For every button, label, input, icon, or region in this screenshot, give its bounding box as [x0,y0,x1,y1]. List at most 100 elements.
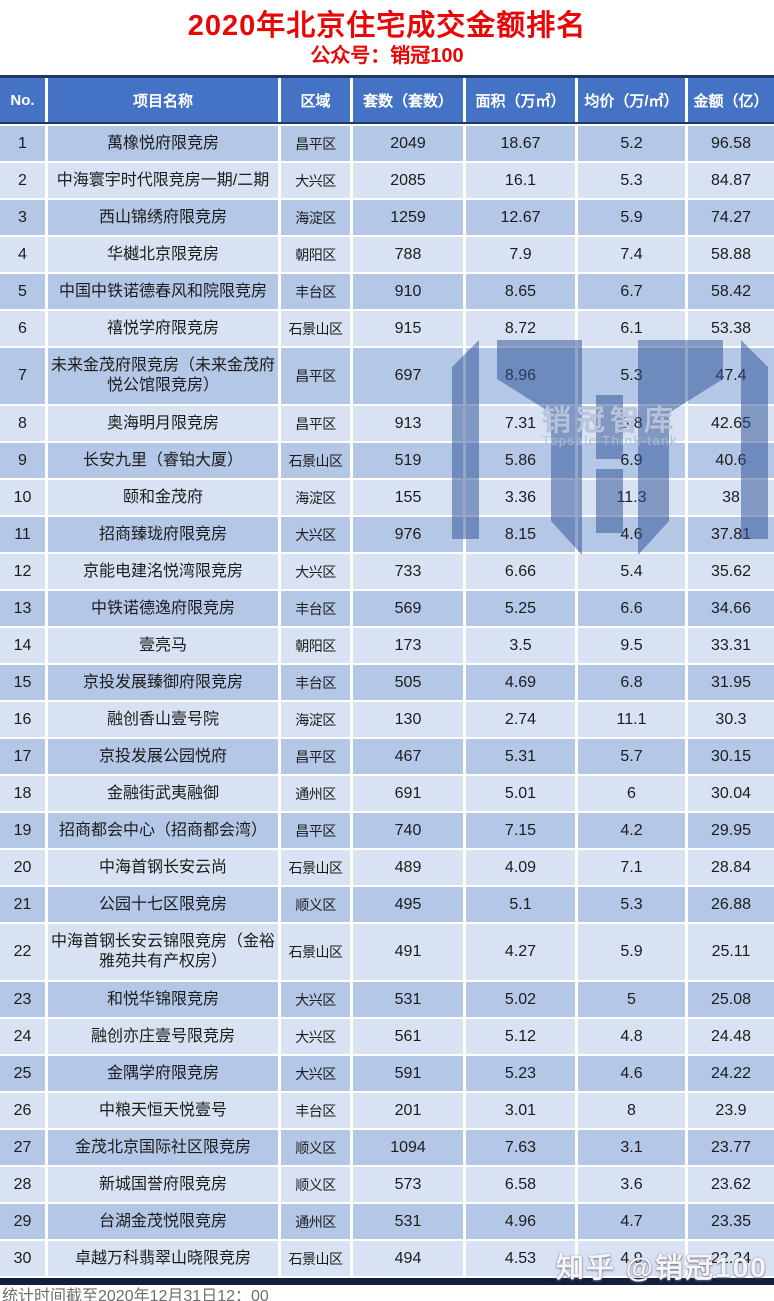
table-cell: 台湖金茂悦限竞房 [48,1204,278,1239]
table-bottom-bar [0,1278,774,1285]
table-row: 10 颐和金茂府 海淀区 155 3.36 11.3 38 [0,480,774,515]
table-cell: 5.31 [466,739,575,774]
table-cell: 6.6 [578,591,685,626]
table-cell: 9.5 [578,628,685,663]
table-cell: 7.9 [466,237,575,272]
table-cell: 915 [353,311,463,346]
table-cell: 丰台区 [281,665,350,700]
table-cell: 3.1 [578,1130,685,1165]
table-cell: 大兴区 [281,982,350,1017]
table-cell: 22 [0,924,45,980]
table-cell: 697 [353,348,463,404]
table-cell: 昌平区 [281,126,350,161]
table-row: 15 京投发展臻御府限竞房 丰台区 505 4.69 6.8 31.95 [0,665,774,700]
table-cell: 23.62 [688,1167,774,1202]
table-cell: 5.9 [578,200,685,235]
table-cell: 壹亮马 [48,628,278,663]
table-cell: 卓越万科翡翠山晓限竞房 [48,1241,278,1276]
table-cell: 4.69 [466,665,575,700]
table-cell: 24.22 [688,1056,774,1091]
table-row: 30 卓越万科翡翠山晓限竞房 石景山区 494 4.53 4.9 22.24 [0,1241,774,1276]
table-row: 16 融创香山壹号院 海淀区 130 2.74 11.1 30.3 [0,702,774,737]
table-cell: 24 [0,1019,45,1054]
table-cell: 12 [0,554,45,589]
table-cell: 14 [0,628,45,663]
table-cell: 8.96 [466,348,575,404]
table-cell: 4.8 [578,1019,685,1054]
table-cell: 昌平区 [281,739,350,774]
table-cell: 30.3 [688,702,774,737]
table-cell: 489 [353,850,463,885]
table-cell: 5.1 [466,887,575,922]
table-cell: 6.1 [578,311,685,346]
table-row: 26 中粮天恒天悦壹号 丰台区 201 3.01 8 23.9 [0,1093,774,1128]
table-cell: 4.7 [578,1204,685,1239]
table-cell: 西山锦绣府限竞房 [48,200,278,235]
table-cell: 6.58 [466,1167,575,1202]
table-cell: 26.88 [688,887,774,922]
table-cell: 569 [353,591,463,626]
table-cell: 130 [353,702,463,737]
table-cell: 石景山区 [281,1241,350,1276]
table-cell: 中海寰宇时代限竞房一期/二期 [48,163,278,198]
table-cell: 金隅学府限竞房 [48,1056,278,1091]
table-cell: 691 [353,776,463,811]
table-cell: 25.11 [688,924,774,980]
table-row: 3 西山锦绣府限竞房 海淀区 1259 12.67 5.9 74.27 [0,200,774,235]
table-cell: 5.3 [578,163,685,198]
table-cell: 金融街武夷融御 [48,776,278,811]
table-cell: 788 [353,237,463,272]
table-cell: 910 [353,274,463,309]
table-cell: 28.84 [688,850,774,885]
table-cell: 505 [353,665,463,700]
table-cell: 25.08 [688,982,774,1017]
table-cell: 24.48 [688,1019,774,1054]
table-cell: 昌平区 [281,348,350,404]
table-cell: 23.77 [688,1130,774,1165]
table-cell: 顺义区 [281,1130,350,1165]
table-cell: 976 [353,517,463,552]
table-cell: 朝阳区 [281,628,350,663]
table-cell: 3.5 [466,628,575,663]
table-row: 4 华樾北京限竞房 朝阳区 788 7.9 7.4 58.88 [0,237,774,272]
table-row: 14 壹亮马 朝阳区 173 3.5 9.5 33.31 [0,628,774,663]
table-cell: 大兴区 [281,554,350,589]
table-cell: 招商都会中心（招商都会湾） [48,813,278,848]
page-subtitle: 公众号：销冠100 [310,45,464,67]
header-cell: 套数（套数） [353,78,463,122]
table-row: 2 中海寰宇时代限竞房一期/二期 大兴区 2085 16.1 5.3 84.87 [0,163,774,198]
table-cell: 30.04 [688,776,774,811]
table-cell: 573 [353,1167,463,1202]
header-cell: 面积（万㎡） [466,78,575,122]
table-row: 9 长安九里（睿铂大厦） 石景山区 519 5.86 6.9 40.6 [0,443,774,478]
table-cell: 7.4 [578,237,685,272]
table-cell: 913 [353,406,463,441]
table-cell: 6 [0,311,45,346]
table-cell: 5.9 [578,924,685,980]
table-cell: 28 [0,1167,45,1202]
table-cell: 8.72 [466,311,575,346]
table-cell: 中国中铁诺德春风和院限竞房 [48,274,278,309]
footer-note: 统计时间截至2020年12月31日12：00 [2,1288,269,1301]
table-cell: 58.88 [688,237,774,272]
table-cell: 531 [353,982,463,1017]
table-cell: 招商臻珑府限竞房 [48,517,278,552]
table-cell: 5.2 [578,126,685,161]
table-cell: 顺义区 [281,1167,350,1202]
table-cell: 中粮天恒天悦壹号 [48,1093,278,1128]
table-row: 8 奥海明月限竞房 昌平区 913 7.31 5.8 42.65 [0,406,774,441]
table-row: 21 公园十七区限竞房 顺义区 495 5.1 5.3 26.88 [0,887,774,922]
table-cell: 大兴区 [281,1056,350,1091]
table-cell: 37.81 [688,517,774,552]
table-cell: 2049 [353,126,463,161]
table-cell: 21 [0,887,45,922]
table-cell: 石景山区 [281,850,350,885]
table-cell: 6.9 [578,443,685,478]
table-cell: 4.2 [578,813,685,848]
table-cell: 4.6 [578,1056,685,1091]
table-cell: 1 [0,126,45,161]
table-row: 22 中海首钢长安云锦限竞房（金裕雅苑共有产权房） 石景山区 491 4.27 5.9 25… [0,924,774,980]
table-cell: 通州区 [281,1204,350,1239]
table-cell: 42.65 [688,406,774,441]
